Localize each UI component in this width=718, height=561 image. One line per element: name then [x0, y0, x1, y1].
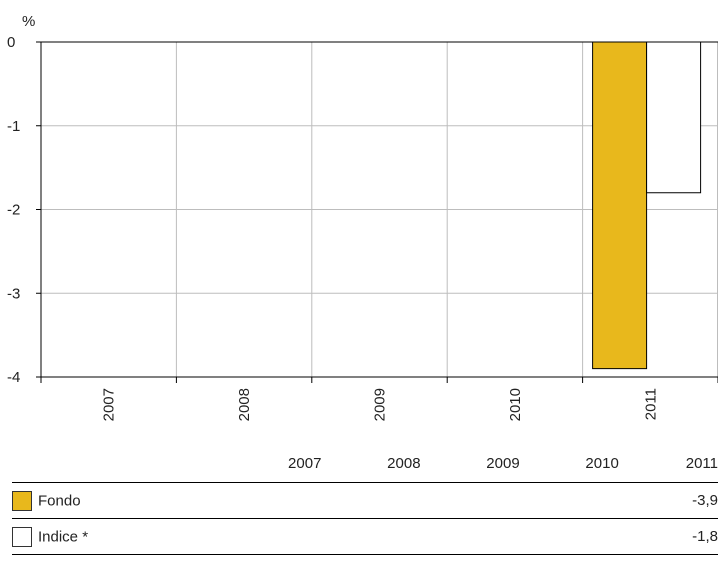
y-tick-label: -4 [7, 369, 20, 386]
fondo-value-2009 [421, 483, 520, 519]
x-tick-label-2007: 2007 [101, 388, 118, 421]
fondo-value-2008 [321, 483, 420, 519]
indice-legend-swatch [12, 526, 32, 547]
table-header-empty [12, 448, 222, 483]
table-header-2008: 2008 [387, 454, 421, 472]
table-header-2007: 2007 [288, 454, 322, 472]
x-tick-label-2009: 2009 [372, 388, 389, 421]
table-header-2011: 2011 [685, 454, 718, 472]
x-tick-label-2008: 2008 [236, 388, 253, 421]
indice-label: Indice * [38, 528, 89, 545]
data-table: 2007 2008 2009 2010 2011 Fondo -3,9 Indi… [12, 448, 718, 555]
x-tick-label-2010: 2010 [507, 388, 524, 421]
x-axis-tick-labels: 2007 2008 2009 2010 2011 [101, 388, 660, 421]
table-header-2009: 2009 [486, 454, 520, 472]
indice-value-2010 [520, 519, 619, 555]
chart-bars [592, 41, 702, 370]
fondo-value-2007 [222, 483, 321, 519]
table-header-row: 2007 2008 2009 2010 2011 [12, 448, 718, 483]
table-row-fondo: Fondo -3,9 [12, 483, 718, 519]
indice-value-2007 [222, 519, 321, 555]
y-axis-unit-label: % [22, 13, 35, 30]
indice-value-2011: -1,8 [692, 528, 718, 545]
bar-chart: 0 -1 -2 -3 -4 2007 2008 2009 2010 2011 % [7, 13, 718, 421]
indice-value-2009 [421, 519, 520, 555]
y-tick-label: -1 [7, 118, 20, 135]
y-axis-tick-labels: 0 -1 -2 -3 -4 [7, 34, 20, 386]
indice-value-2008 [321, 519, 420, 555]
table-row-indice: Indice * -1,8 [12, 519, 718, 555]
table-header-2010: 2010 [585, 454, 619, 472]
y-tick-label: 0 [7, 34, 15, 51]
fondo-label: Fondo [38, 492, 81, 509]
fondo-legend-swatch [12, 490, 32, 511]
fondo-value-2011: -3,9 [692, 492, 718, 509]
chart-axes [36, 41, 718, 383]
y-tick-label: -3 [7, 285, 20, 302]
fondo-value-2010 [520, 483, 619, 519]
x-tick-label-2011: 2011 [642, 388, 659, 420]
y-tick-label: -2 [7, 202, 20, 219]
bar-fondo-2011 [592, 41, 648, 370]
bar-indice-2011 [646, 41, 702, 194]
